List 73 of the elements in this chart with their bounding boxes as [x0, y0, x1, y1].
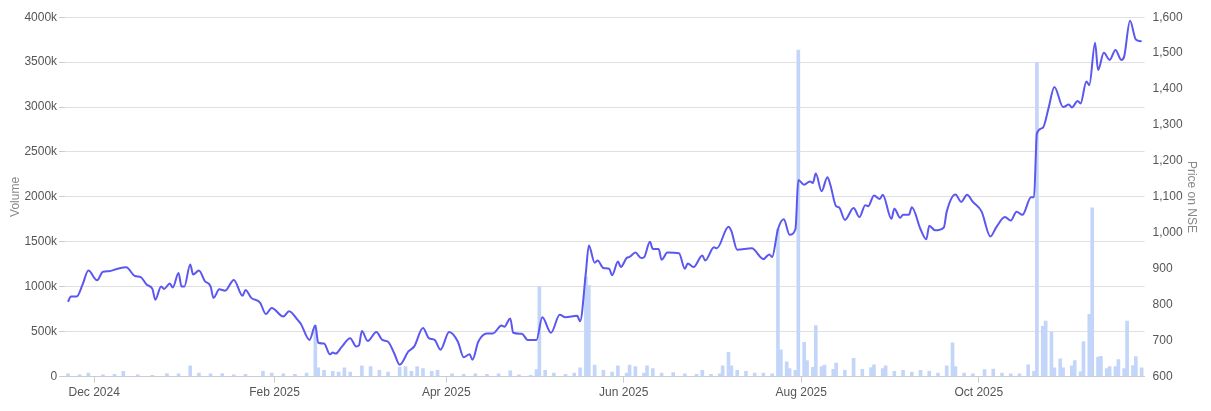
bar — [927, 370, 932, 377]
y-tick-label: 1000k — [24, 279, 59, 294]
bar — [397, 367, 402, 377]
bar — [610, 371, 614, 377]
y-axis-title: Volume — [7, 176, 22, 217]
bar — [843, 369, 847, 377]
y-tick-label: 4000k — [24, 9, 59, 24]
bar — [671, 372, 676, 377]
y-tick-label: 2000k — [24, 189, 59, 204]
x-tick-label: Feb 2025 — [249, 385, 301, 400]
bar — [386, 371, 390, 377]
y2-tick-label: 900 — [1152, 261, 1173, 276]
bar — [735, 369, 740, 377]
bar — [578, 367, 582, 377]
y2-tick-label: 1,500 — [1152, 45, 1183, 60]
bar — [322, 369, 326, 377]
bar — [1035, 62, 1039, 377]
bar — [421, 368, 425, 377]
bar — [834, 362, 838, 377]
bar — [744, 370, 748, 377]
bar — [261, 370, 265, 377]
bar — [1026, 364, 1031, 377]
bar — [616, 365, 620, 377]
line-series — [67, 19, 1143, 366]
y-tick-label: 0 — [50, 368, 58, 383]
bar — [508, 370, 513, 377]
bar — [909, 371, 914, 377]
y-tick-label: 3500k — [24, 54, 59, 69]
x-tick-label: Apr 2025 — [421, 385, 471, 400]
bar — [1072, 360, 1077, 377]
bar — [776, 229, 780, 377]
bar — [700, 369, 705, 377]
y-tick-label: 500k — [31, 323, 59, 338]
bar — [1125, 320, 1129, 377]
bar — [121, 370, 126, 377]
bar — [645, 365, 649, 377]
y2-tick-label: 1,400 — [1152, 81, 1183, 96]
bar — [429, 370, 434, 377]
x-tick-label: Oct 2025 — [954, 385, 1004, 400]
y2-tick-label: 1,300 — [1152, 117, 1183, 132]
bar — [165, 373, 169, 377]
bar — [1134, 356, 1138, 377]
y2-axis-title: Price on NSE — [1185, 160, 1200, 233]
y2-tick-label: 1,200 — [1152, 153, 1183, 168]
bar — [415, 366, 419, 377]
y2-tick-label: 1,000 — [1152, 225, 1183, 240]
bar — [188, 365, 193, 377]
bar — [220, 373, 225, 377]
x-tick-label: Jun 2025 — [599, 385, 649, 400]
y-tick-label: 3000k — [24, 99, 59, 114]
x-tick-label: Dec 2024 — [68, 385, 121, 400]
bar — [330, 370, 335, 377]
bar — [813, 325, 818, 377]
bar — [796, 49, 801, 377]
y2-tick-label: 600 — [1152, 368, 1173, 383]
y2-tick-label: 1,100 — [1152, 189, 1183, 204]
y2-tick-label: 700 — [1152, 332, 1173, 347]
bar — [1090, 207, 1095, 377]
y2-tick-label: 800 — [1152, 297, 1173, 312]
bar — [944, 365, 949, 377]
bar — [543, 369, 548, 377]
bar — [901, 369, 905, 377]
bar — [1058, 358, 1063, 377]
y-tick-label: 1500k — [24, 234, 59, 249]
bar — [651, 368, 655, 377]
bar — [720, 365, 725, 377]
bar — [991, 368, 996, 377]
y2-tick-label: 1,600 — [1152, 9, 1183, 24]
bar — [802, 342, 806, 377]
y-tick-label: 2500k — [24, 144, 59, 159]
bar — [360, 365, 364, 377]
x-tick-label: Aug 2025 — [775, 385, 828, 400]
bar — [348, 371, 353, 377]
